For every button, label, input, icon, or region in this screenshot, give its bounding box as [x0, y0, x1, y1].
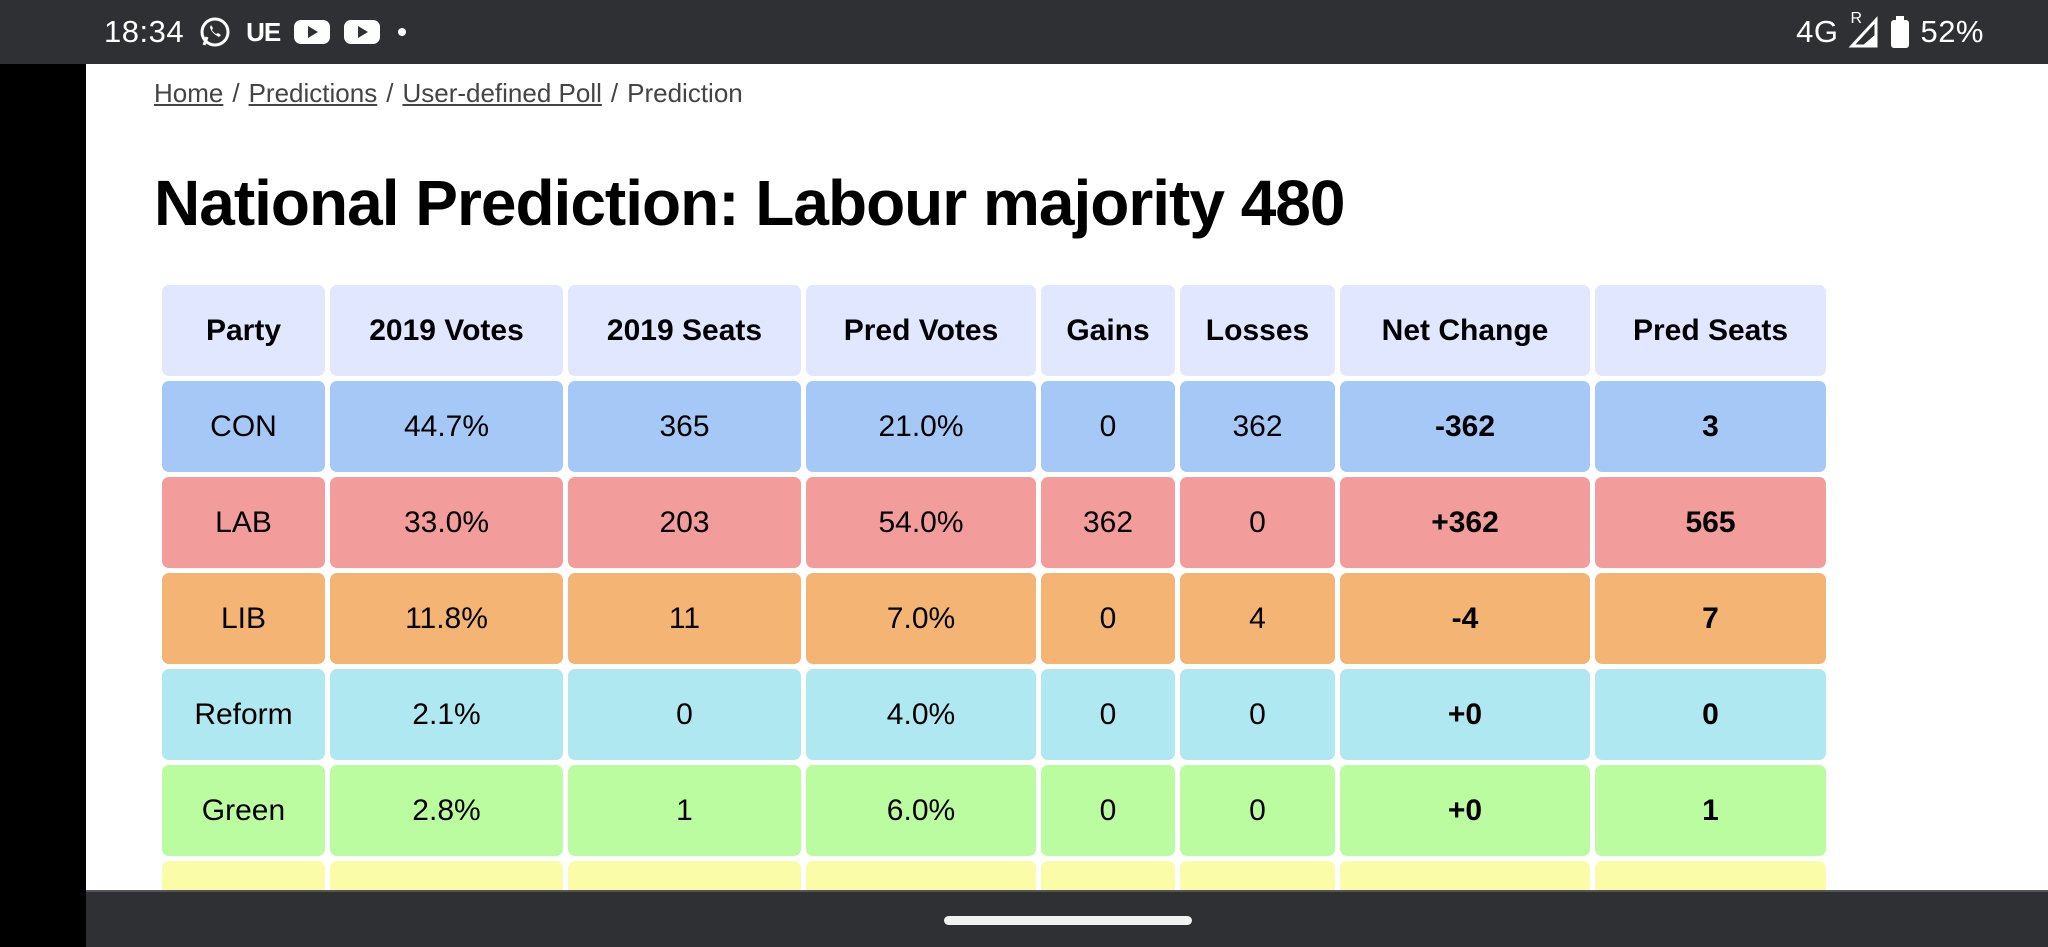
breadcrumb-current: Prediction — [627, 78, 743, 108]
cell-pred-seats: 0 — [1595, 669, 1826, 760]
header-2019-seats: 2019 Seats — [568, 285, 801, 376]
cell-pred-seats: 3 — [1595, 381, 1826, 472]
cell-2019-seats: 48 — [568, 861, 801, 890]
cell-net-change: +0 — [1340, 765, 1590, 856]
cell-pred-votes: 4.0% — [806, 669, 1036, 760]
youtube-icon — [294, 18, 331, 46]
table-row: SNP 4.0% 48 4.0% 4 1 -7 51 — [162, 861, 1826, 890]
cell-pred-seats: 7 — [1595, 573, 1826, 664]
table-row: LAB 33.0% 203 54.0% 362 0 +362 565 — [162, 477, 1826, 568]
cell-party: CON — [162, 381, 325, 472]
cell-net-change: +362 — [1340, 477, 1590, 568]
battery-percent: 52% — [1920, 14, 1984, 49]
cell-gains: 0 — [1041, 765, 1175, 856]
battery-icon — [1890, 15, 1910, 49]
cell-losses: 0 — [1180, 477, 1335, 568]
cell-gains: 362 — [1041, 477, 1175, 568]
table-row: CON 44.7% 365 21.0% 0 362 -362 3 — [162, 381, 1826, 472]
breadcrumb: Home / Predictions / User-defined Poll / Predi… — [154, 78, 743, 109]
cell-net-change: +0 — [1340, 669, 1590, 760]
table-row: Reform 2.1% 0 4.0% 0 0 +0 0 — [162, 669, 1826, 760]
table-row: LIB 11.8% 11 7.0% 0 4 -4 7 — [162, 573, 1826, 664]
cell-losses: 4 — [1180, 573, 1335, 664]
cell-pred-votes: 7.0% — [806, 573, 1036, 664]
header-party: Party — [162, 285, 325, 376]
cell-pred-votes: 4.0% — [806, 861, 1036, 890]
cell-pred-votes: 54.0% — [806, 477, 1036, 568]
header-pred-votes: Pred Votes — [806, 285, 1036, 376]
prediction-table: Party 2019 Votes 2019 Seats Pred Votes G… — [157, 280, 1831, 890]
cell-2019-votes: 2.8% — [330, 765, 563, 856]
cell-losses: 1 — [1180, 861, 1335, 890]
cell-party: LIB — [162, 573, 325, 664]
cell-2019-seats: 1 — [568, 765, 801, 856]
cell-party: LAB — [162, 477, 325, 568]
web-page[interactable]: Home / Predictions / User-defined Poll / Predi… — [86, 64, 2048, 890]
cell-party: Reform — [162, 669, 325, 760]
cell-2019-seats: 365 — [568, 381, 801, 472]
cell-2019-votes: 4.0% — [330, 861, 563, 890]
cell-gains: 0 — [1041, 573, 1175, 664]
carrier-label: UE — [246, 16, 281, 47]
cell-gains: 0 — [1041, 669, 1175, 760]
cell-gains: 4 — [1041, 861, 1175, 890]
status-bar-right: 4G R 52% — [1796, 0, 1984, 64]
cell-pred-seats: 565 — [1595, 477, 1826, 568]
youtube-icon — [344, 18, 381, 46]
whatsapp-icon — [198, 15, 232, 49]
notification-dot-icon — [394, 24, 410, 40]
cell-losses: 362 — [1180, 381, 1335, 472]
cell-2019-votes: 11.8% — [330, 573, 563, 664]
header-gains: Gains — [1041, 285, 1175, 376]
roaming-indicator: R — [1850, 10, 1863, 27]
status-bar-left: 18:34 UE — [104, 0, 410, 64]
header-2019-votes: 2019 Votes — [330, 285, 563, 376]
signal-icon: R — [1848, 10, 1880, 48]
page-title: National Prediction: Labour majority 480 — [154, 167, 1345, 239]
cell-2019-votes: 33.0% — [330, 477, 563, 568]
cell-party: SNP — [162, 861, 325, 890]
network-type: 4G — [1796, 14, 1839, 49]
cell-pred-votes: 6.0% — [806, 765, 1036, 856]
cell-pred-votes: 21.0% — [806, 381, 1036, 472]
cell-2019-seats: 0 — [568, 669, 801, 760]
cell-net-change: -4 — [1340, 573, 1590, 664]
cell-2019-seats: 11 — [568, 573, 801, 664]
clock: 18:34 — [104, 14, 185, 49]
cell-gains: 0 — [1041, 381, 1175, 472]
header-net-change: Net Change — [1340, 285, 1590, 376]
cell-party: Green — [162, 765, 325, 856]
status-bar: 18:34 UE 4G R 52% — [0, 0, 2048, 64]
breadcrumb-user-defined-poll-link[interactable]: User-defined Poll — [402, 78, 602, 108]
cell-pred-seats: 1 — [1595, 765, 1826, 856]
cell-losses: 0 — [1180, 765, 1335, 856]
breadcrumb-separator: / — [610, 78, 619, 108]
table-header-row: Party 2019 Votes 2019 Seats Pred Votes G… — [162, 285, 1826, 376]
cell-2019-votes: 44.7% — [330, 381, 563, 472]
cell-net-change: -7 — [1340, 861, 1590, 890]
header-losses: Losses — [1180, 285, 1335, 376]
table-row: Green 2.8% 1 6.0% 0 0 +0 1 — [162, 765, 1826, 856]
header-pred-seats: Pred Seats — [1595, 285, 1826, 376]
left-edge — [0, 64, 86, 945]
cell-net-change: -362 — [1340, 381, 1590, 472]
cell-losses: 0 — [1180, 669, 1335, 760]
cell-2019-seats: 203 — [568, 477, 801, 568]
breadcrumb-separator: / — [232, 78, 240, 108]
breadcrumb-predictions-link[interactable]: Predictions — [248, 78, 378, 108]
home-gesture-handle[interactable] — [944, 916, 1192, 925]
breadcrumb-separator: / — [386, 78, 394, 108]
cell-pred-seats: 51 — [1595, 861, 1826, 890]
cell-2019-votes: 2.1% — [330, 669, 563, 760]
navigation-bar — [86, 890, 2048, 947]
breadcrumb-home-link[interactable]: Home — [154, 78, 224, 108]
